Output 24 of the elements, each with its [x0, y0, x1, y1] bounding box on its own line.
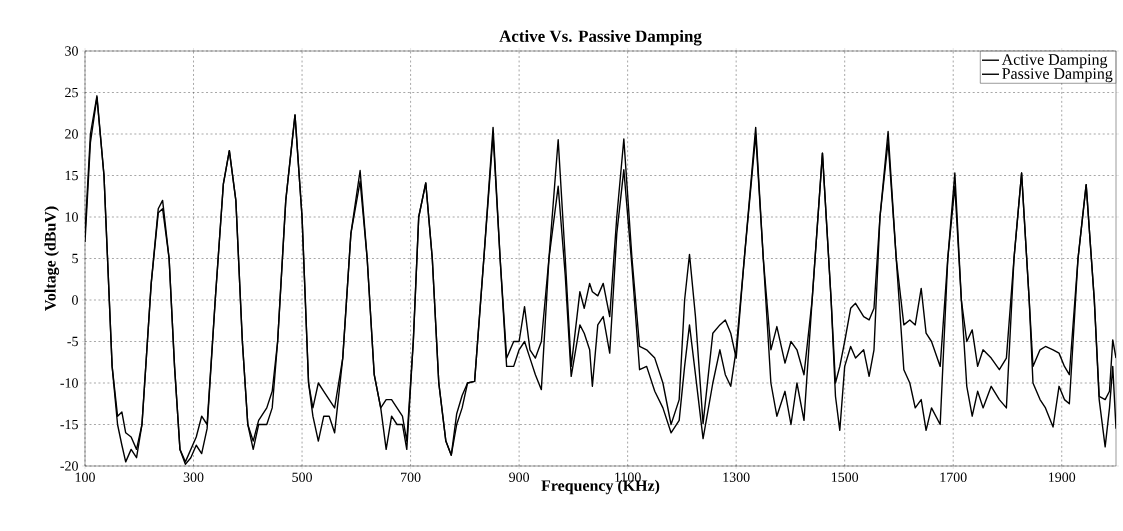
- chart-title: Active Vs. Passive Damping: [499, 30, 702, 46]
- y-tick-label: 20: [65, 129, 78, 139]
- y-tick-label: 5: [72, 253, 78, 264]
- y-tick-label: -5: [67, 336, 78, 347]
- legend-label: Passive Damping: [1002, 68, 1113, 83]
- x-tick-label: 100: [75, 472, 95, 482]
- y-tick-label: 30: [65, 46, 78, 56]
- y-tick-label: 25: [65, 87, 78, 98]
- x-tick-label: 300: [183, 472, 204, 482]
- y-tick-label: -20: [60, 461, 78, 471]
- x-tick-label: 1500: [831, 472, 859, 482]
- x-tick-label: 1700: [940, 472, 967, 482]
- y-tick-label: -10: [60, 378, 78, 388]
- y-tick-label: -15: [60, 419, 78, 430]
- y-axis-title: Voltage (dBuV): [44, 206, 60, 311]
- x-tick-label: 900: [509, 472, 530, 482]
- x-tick-label: 1300: [723, 472, 750, 482]
- legend-label: Active Damping: [1001, 54, 1108, 69]
- x-tick-label: 700: [401, 472, 421, 482]
- x-tick-label: 500: [292, 472, 312, 482]
- y-tick-label: 0: [72, 295, 78, 305]
- x-tick-label: 1900: [1049, 472, 1076, 482]
- y-tick-label: 15: [65, 170, 78, 181]
- y-tick-label: 10: [65, 212, 78, 222]
